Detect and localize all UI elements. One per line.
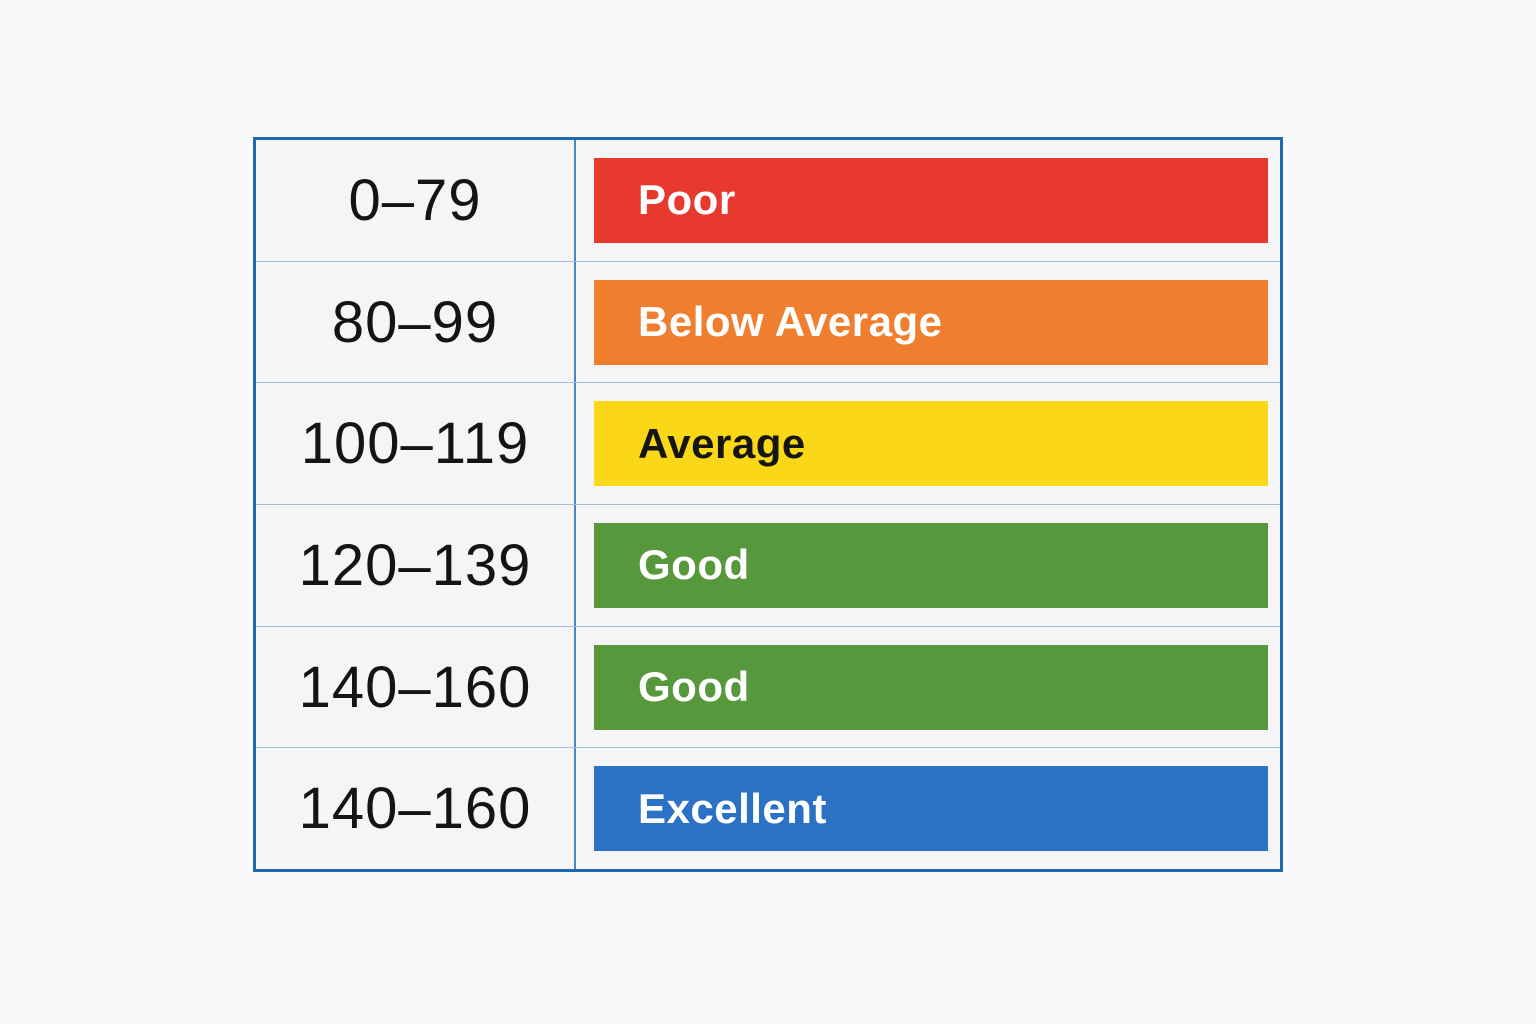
rating-bar-excellent: Excellent (594, 766, 1268, 852)
rating-scale-table: 0–79 Poor 80–99 Below Average 100–119 Av… (253, 137, 1283, 872)
range-label: 0–79 (348, 167, 482, 233)
rating-label: Poor (638, 176, 736, 224)
range-label: 80–99 (331, 289, 499, 355)
rating-label: Good (638, 541, 750, 589)
rating-cell: Poor (576, 140, 1280, 261)
rating-label: Below Average (638, 298, 943, 345)
range-label: 140–160 (298, 654, 532, 720)
table-row: 80–99 Below Average (256, 261, 1280, 384)
rating-cell: Average (576, 383, 1280, 504)
range-label: 120–139 (298, 532, 532, 598)
rating-cell: Below Average (576, 262, 1280, 383)
range-cell: 80–99 (256, 261, 576, 383)
table-row: 140–160 Good (256, 626, 1280, 749)
rating-label: Good (638, 663, 750, 711)
rating-bar-poor: Poor (594, 157, 1268, 243)
rating-label: Excellent (638, 784, 827, 832)
range-label: 100–119 (300, 411, 530, 477)
table-row: 140–160 Excellent (256, 748, 1280, 870)
table-row: 0–79 Poor (256, 140, 1280, 262)
range-cell: 140–160 (256, 748, 576, 870)
rating-bar-good: Good (594, 522, 1268, 608)
rating-bar-average: Average (594, 401, 1268, 487)
rating-bar-good-2: Good (594, 644, 1268, 730)
rating-cell: Good (576, 627, 1280, 748)
range-cell: 0–79 (256, 140, 576, 261)
rating-bar-below-average: Below Average (594, 279, 1268, 365)
table-row: 100–119 Average (256, 383, 1280, 506)
range-cell: 120–139 (256, 505, 576, 626)
rating-cell: Excellent (576, 748, 1280, 869)
table-row: 120–139 Good (256, 505, 1280, 627)
rating-label: Average (638, 419, 806, 467)
rating-cell: Good (576, 505, 1280, 626)
range-label: 140–160 (298, 776, 532, 842)
range-cell: 100–119 (256, 383, 576, 505)
range-cell: 140–160 (256, 626, 576, 748)
